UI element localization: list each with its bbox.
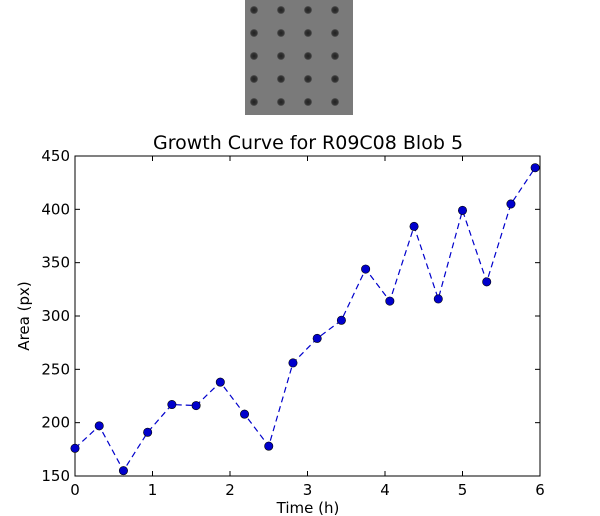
series-layer [70,163,540,476]
thumbnail-blob [250,6,258,14]
thumbnail-blob [277,98,285,106]
data-point [167,400,177,410]
y-tick-label: 250 [41,360,70,378]
data-point [94,421,104,431]
x-tick-label: 0 [70,481,80,499]
thumbnail-blob [331,6,339,14]
thumbnail-blob [331,52,339,60]
data-point [288,358,298,368]
x-tick-label: 4 [380,481,390,499]
data-point [409,221,419,231]
x-tick-label: 5 [458,481,468,499]
x-axis-label: Time (h) [276,499,340,516]
data-point [336,315,346,325]
thumbnail-blob [250,75,258,83]
data-point [482,277,492,287]
data-point [433,294,443,304]
thumbnail-blob [331,29,339,37]
axis-ticks: 0 1 2 3 4 5 6 150 200 250 300 350 400 450 [41,147,544,499]
thumbnail-blob [250,98,258,106]
y-tick-label: 200 [41,414,70,432]
thumbnail-blob [250,29,258,37]
x-tick-label: 1 [148,481,158,499]
thumbnail-blob [331,75,339,83]
y-tick-label: 300 [41,307,70,325]
thumbnail-blob [304,29,312,37]
series-line [74,167,536,472]
blob-thumbnail-image [245,0,353,115]
y-tick-label: 150 [41,467,70,485]
data-point [530,163,540,173]
data-point [506,199,516,209]
y-axis-label: Area (px) [15,281,33,350]
data-point [312,333,322,343]
thumbnail-blob [277,75,285,83]
data-point [361,264,371,274]
thumbnail-blob [304,75,312,83]
data-point [191,401,201,411]
plot-area [74,155,541,477]
data-point [143,427,153,437]
thumbnail-blob [250,52,258,60]
thumbnail-blob [331,98,339,106]
data-point [118,466,128,476]
data-point [385,296,395,306]
thumbnail-blob [304,6,312,14]
y-tick-label: 400 [41,200,70,218]
y-tick-label: 350 [41,254,70,272]
x-tick-label: 3 [303,481,313,499]
thumbnail-blob [277,6,285,14]
data-point [457,205,467,215]
data-point [70,443,80,453]
thumbnail-blob [277,52,285,60]
data-point [240,409,250,419]
x-tick-label: 2 [225,481,235,499]
thumbnail-blob [277,29,285,37]
data-point [215,377,225,387]
chart-title: Growth Curve for R09C08 Blob 5 [153,132,463,154]
data-point [264,441,274,451]
thumbnail-blob [304,98,312,106]
x-tick-label: 6 [535,481,545,499]
y-tick-label: 450 [41,147,70,165]
thumbnail-blob [304,52,312,60]
